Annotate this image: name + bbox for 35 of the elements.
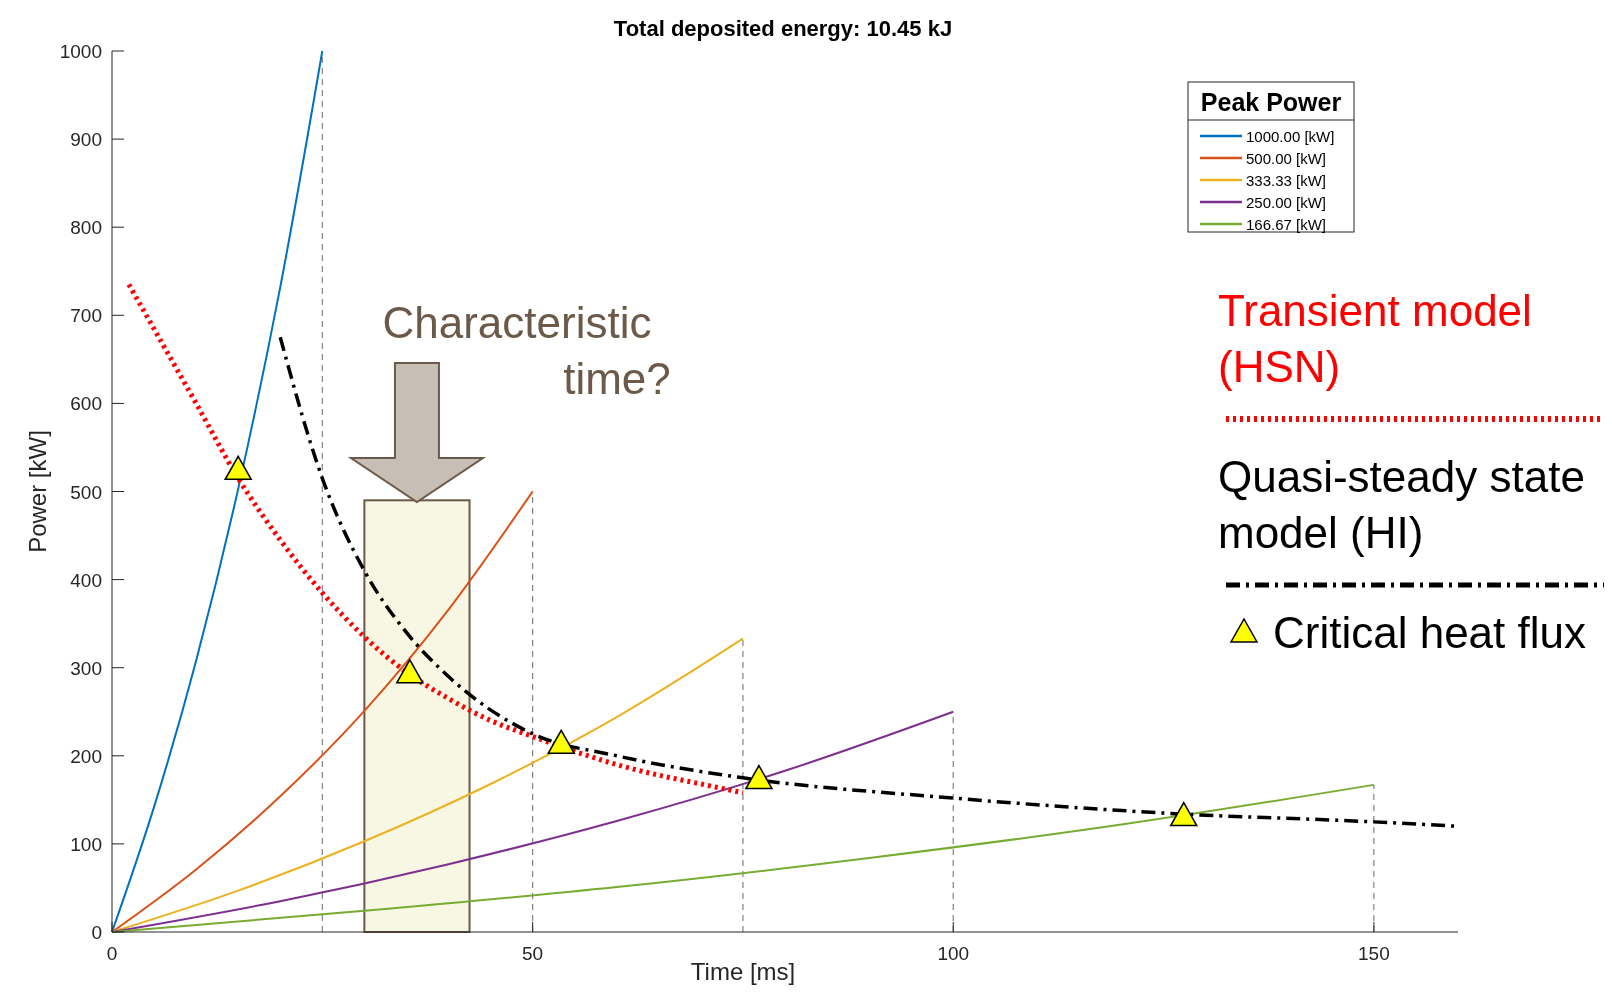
y-tick-label: 300	[70, 657, 102, 679]
x-tick-label: 50	[522, 943, 544, 964]
legend-label: Critical heat flux	[1273, 608, 1587, 657]
legend-label: 166.67 [kW]	[1246, 216, 1327, 233]
annotation: Characteristic time?	[382, 298, 671, 403]
y-tick-label: 900	[70, 129, 102, 151]
line-series	[111, 637, 744, 933]
y-tick-label: 800	[70, 217, 102, 239]
text: Transient model (HSN)	[1218, 286, 1532, 391]
x-tick-label: 0	[106, 943, 118, 964]
y-tick-label: 400	[70, 569, 102, 591]
text: Quasi-steady state model (HI)	[1218, 452, 1585, 557]
line-series	[111, 490, 534, 933]
point	[547, 729, 575, 755]
legend-label: 1000.00 [kW]	[1246, 128, 1335, 145]
point	[745, 764, 773, 790]
x-tick-label: 150	[1358, 943, 1390, 964]
y-tick-label: 100	[70, 833, 102, 855]
legend-label: 333.33 [kW]	[1246, 172, 1327, 189]
legend-label: 250.00 [kW]	[1246, 194, 1327, 211]
legend-title: Peak Power	[1200, 88, 1342, 116]
chart-title: Total deposited energy: 10.45 kJ	[613, 16, 953, 41]
x-tick-label: 100	[937, 943, 970, 964]
y-tick-label: 600	[70, 393, 102, 415]
point	[396, 659, 424, 684]
y-tick-label: 500	[70, 481, 102, 503]
y-tick-label: 200	[70, 745, 102, 767]
x-axis-title: Time [ms]	[690, 958, 796, 985]
y-tick-label: 700	[70, 305, 102, 327]
y-tick-label: 0	[91, 922, 102, 943]
legend-label: 500.00 [kW]	[1246, 150, 1327, 167]
point	[224, 455, 252, 481]
y-axis-title: Power [kW]	[24, 430, 51, 553]
y-tick-label: 1000	[59, 41, 102, 62]
point	[1170, 801, 1198, 827]
